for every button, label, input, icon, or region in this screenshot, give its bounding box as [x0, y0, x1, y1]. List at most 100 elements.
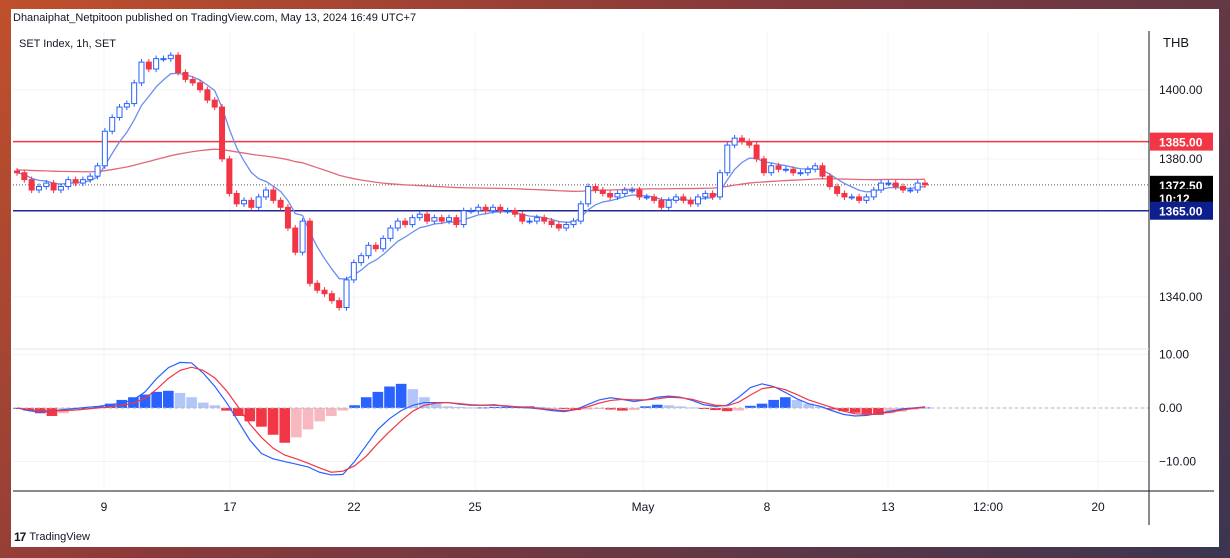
candle-body — [284, 206, 291, 229]
macd-histogram-bar — [430, 403, 442, 408]
candle-body — [680, 196, 687, 201]
candle-body — [570, 220, 577, 226]
candle-body — [914, 182, 921, 191]
macd-histogram-bar — [93, 406, 104, 408]
candle-body — [153, 58, 160, 70]
candle-body — [900, 186, 907, 191]
candle-body — [848, 196, 855, 199]
candle-body — [636, 189, 643, 198]
time-tick-label: 20 — [1091, 500, 1105, 514]
macd-tick-label: 0.00 — [1159, 401, 1183, 415]
candle-body — [402, 220, 409, 226]
macd-histogram-bar — [395, 383, 407, 408]
candle-body — [738, 137, 745, 143]
candle-body — [438, 217, 445, 222]
candle-body — [629, 189, 636, 192]
candle-body — [248, 199, 255, 208]
candle-body — [673, 196, 680, 201]
chart-area[interactable]: 1400.00 1380.00 1340.00 10.00 0.00 −10.00 9 17 2… — [11, 31, 1214, 525]
candle-body — [497, 206, 504, 212]
candle-body — [863, 196, 870, 201]
time-tick-label: 17 — [223, 500, 237, 514]
macd-histogram-bar — [46, 407, 58, 416]
macd-histogram-bar — [733, 407, 745, 411]
macd-histogram-bar — [139, 394, 151, 408]
candle-body — [204, 89, 211, 101]
macd-histogram-bar — [407, 389, 419, 408]
candle-body — [219, 106, 226, 160]
macd-histogram-bar — [558, 407, 570, 410]
price-tag-bg — [1150, 132, 1213, 151]
candle-body — [292, 227, 299, 253]
candle-body — [328, 293, 335, 302]
macd-histogram-bar — [535, 406, 547, 408]
candle-body — [109, 116, 116, 132]
macd-histogram-bar — [500, 406, 512, 408]
candle-body — [197, 82, 204, 91]
macd-histogram-bar — [873, 407, 884, 415]
time-tick-label: 13 — [881, 500, 895, 514]
candle-body — [716, 172, 723, 198]
ema-slow-line — [16, 148, 926, 192]
price-tick-label: 1400.00 — [1159, 83, 1203, 97]
candle-body — [233, 192, 240, 205]
tradingview-logo-text: TradingView — [29, 531, 90, 543]
candle-body — [658, 199, 665, 208]
macd-histogram-bar — [803, 403, 814, 408]
tradingview-logo-icon: 17 — [14, 530, 26, 544]
candle-body — [585, 186, 592, 205]
macd-histogram-bar — [826, 407, 838, 410]
macd-histogram-bar — [291, 407, 302, 438]
candle-body — [870, 189, 877, 198]
signal-line — [16, 366, 926, 473]
candle-body — [746, 141, 753, 146]
candle-body — [768, 165, 775, 174]
price-tag-text: 1385.00 — [1159, 136, 1203, 150]
macd-histogram-bar — [372, 391, 384, 408]
macd-histogram-bar — [745, 405, 756, 408]
candle-body — [907, 189, 914, 192]
chart-svg[interactable]: 1400.00 1380.00 1340.00 10.00 0.00 −10.00 9 17 2… — [11, 31, 1214, 525]
macd-histogram-bar — [756, 403, 768, 408]
candle-body — [262, 189, 269, 198]
candle-body — [394, 220, 401, 229]
candle-body — [380, 237, 387, 250]
candle-body — [775, 165, 782, 170]
candle-body — [50, 182, 57, 191]
macd-histogram-bar — [698, 407, 710, 410]
candle-body — [841, 192, 848, 198]
candle-body — [621, 189, 628, 194]
candle-body — [453, 217, 460, 226]
candle-body — [922, 182, 928, 186]
candle-body — [563, 224, 570, 229]
candle-body — [241, 199, 247, 205]
macd-histogram-bar — [605, 407, 617, 410]
macd-histogram-bar — [814, 406, 826, 408]
macd-histogram-bar — [617, 407, 628, 411]
candle-body — [350, 262, 357, 281]
tradingview-logo[interactable]: 17 TradingView — [14, 530, 90, 544]
candle-body — [607, 192, 614, 198]
candle-body — [885, 182, 892, 185]
candle-body — [226, 158, 233, 194]
candle-body — [687, 199, 694, 205]
macd-histogram-bar — [488, 406, 500, 408]
candle-body — [306, 220, 313, 284]
macd-histogram-bar — [325, 407, 337, 416]
candle-body — [812, 165, 819, 170]
candle-body — [892, 182, 899, 188]
candle-body — [43, 182, 50, 188]
candle-body — [101, 130, 108, 167]
macd-histogram-bar — [628, 407, 640, 411]
candle-body — [299, 220, 306, 253]
macd-histogram-bar — [721, 407, 733, 412]
candle-body — [504, 210, 511, 213]
candle-body — [599, 189, 606, 194]
macd-histogram-bar — [302, 407, 314, 430]
candle-body — [365, 244, 372, 257]
candle-body — [416, 213, 423, 219]
candle-body — [94, 165, 101, 177]
candle-body — [145, 61, 152, 70]
candle-body — [555, 224, 562, 229]
candle-body — [35, 186, 42, 191]
